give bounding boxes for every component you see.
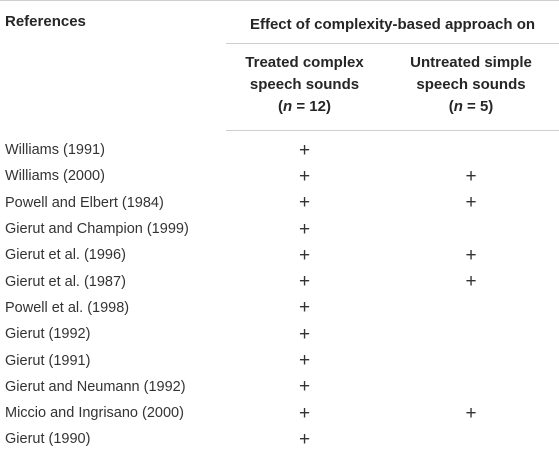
treated-mark: +: [298, 323, 311, 345]
table-row: Powell and Elbert (1984) + +: [0, 190, 559, 216]
treated-mark: +: [298, 297, 311, 319]
reference-cell: Gierut (1991): [5, 352, 91, 369]
untreated-n: (n = 5): [448, 98, 494, 115]
untreated-mark: [383, 131, 559, 164]
untreated-mark: +: [465, 271, 477, 293]
reference-cell: Gierut et al. (1987): [5, 273, 126, 290]
untreated-label: Untreated simple speech sounds: [410, 54, 532, 93]
treated-mark: +: [298, 428, 311, 450]
treated-n: (n = 12): [278, 98, 331, 115]
reference-cell: Miccio and Ingrisano (2000): [5, 405, 184, 422]
table-row: Gierut (1990) +: [0, 426, 559, 452]
references-column-header: References: [5, 13, 86, 30]
reference-cell: Gierut et al. (1996): [5, 247, 126, 264]
reference-cell: Gierut and Champion (1999): [5, 221, 189, 238]
untreated-mark: [383, 321, 559, 347]
treated-mark: +: [298, 165, 311, 187]
table-row: Miccio and Ingrisano (2000) + +: [0, 400, 559, 426]
effect-group-label: Effect of complexity-based approach on: [249, 16, 536, 33]
untreated-mark: [383, 426, 559, 452]
table-row: Williams (2000) + +: [0, 163, 559, 189]
treated-mark: +: [298, 350, 311, 372]
untreated-mark: +: [465, 402, 477, 424]
reference-cell: Williams (2000): [5, 168, 105, 185]
treated-mark: +: [298, 192, 311, 214]
table-row: Gierut and Neumann (1992) +: [0, 374, 559, 400]
effect-group-header: Effect of complexity-based approach on: [226, 1, 559, 44]
reference-cell: Williams (1991): [5, 141, 105, 158]
treated-mark: +: [298, 376, 311, 398]
treated-mark: +: [298, 244, 311, 266]
untreated-mark: [383, 295, 559, 321]
table-row: Gierut and Champion (1999) +: [0, 216, 559, 242]
reference-cell: Gierut (1992): [5, 326, 91, 343]
table-body: Williams (1991) + Williams (2000) + + Po…: [0, 131, 559, 453]
untreated-mark: [383, 216, 559, 242]
reference-cell: Powell and Elbert (1984): [5, 194, 164, 211]
table-row: Gierut (1992) +: [0, 321, 559, 347]
treated-mark: +: [298, 402, 311, 424]
references-table: References Effect of complexity-based ap…: [0, 0, 559, 453]
untreated-mark: +: [465, 244, 477, 266]
table-row: Gierut et al. (1987) + +: [0, 268, 559, 294]
treated-mark: +: [298, 139, 311, 161]
untreated-mark: [383, 347, 559, 373]
reference-cell: Gierut (1990): [5, 431, 91, 448]
treated-column-header: Treated complex speech sounds (n = 12): [226, 43, 383, 131]
treated-label: Treated complex speech sounds: [245, 54, 364, 93]
table-row: Gierut (1991) +: [0, 347, 559, 373]
reference-cell: Gierut and Neumann (1992): [5, 378, 186, 395]
untreated-mark: [383, 374, 559, 400]
untreated-column-header: Untreated simple speech sounds (n = 5): [383, 43, 559, 131]
table-row: Gierut et al. (1996) + +: [0, 242, 559, 268]
treated-mark: +: [298, 271, 311, 293]
table-row: Powell et al. (1998) +: [0, 295, 559, 321]
table-header: References Effect of complexity-based ap…: [0, 0, 559, 131]
untreated-mark: +: [465, 192, 477, 214]
table-row: Williams (1991) +: [0, 131, 559, 164]
reference-cell: Powell et al. (1998): [5, 299, 130, 316]
treated-mark: +: [298, 218, 311, 240]
untreated-mark: +: [465, 165, 477, 187]
